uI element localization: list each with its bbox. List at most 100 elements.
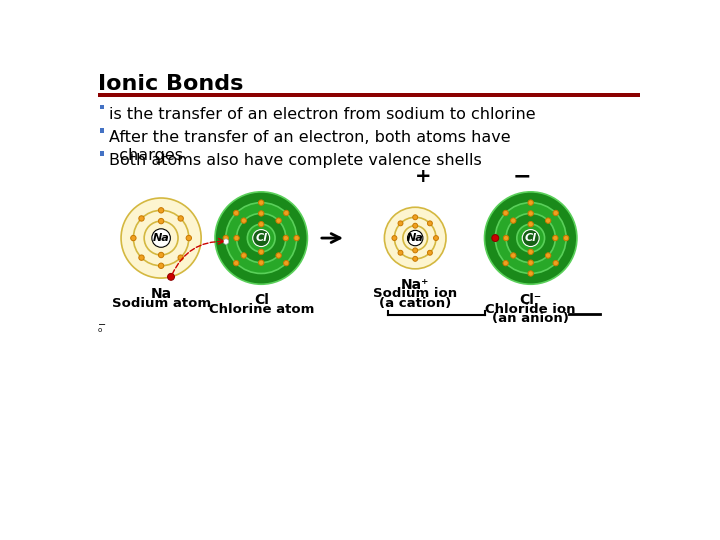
Circle shape xyxy=(284,210,289,215)
Circle shape xyxy=(413,248,418,253)
Circle shape xyxy=(158,252,163,258)
Circle shape xyxy=(294,235,300,241)
Circle shape xyxy=(144,221,178,255)
Circle shape xyxy=(158,208,163,213)
Circle shape xyxy=(510,218,516,224)
Circle shape xyxy=(528,260,534,265)
Text: Cl: Cl xyxy=(525,233,536,243)
Circle shape xyxy=(492,234,499,241)
Circle shape xyxy=(276,218,282,224)
Circle shape xyxy=(553,260,559,266)
Text: Cl⁻: Cl⁻ xyxy=(520,294,542,307)
Circle shape xyxy=(395,217,436,259)
Circle shape xyxy=(241,218,246,224)
Circle shape xyxy=(398,250,403,255)
Circle shape xyxy=(392,235,397,240)
Circle shape xyxy=(178,255,184,260)
Circle shape xyxy=(152,229,171,247)
Text: Ionic Bonds: Ionic Bonds xyxy=(98,74,243,94)
Bar xyxy=(99,105,104,110)
Circle shape xyxy=(133,211,189,266)
Text: Na: Na xyxy=(153,233,169,243)
Circle shape xyxy=(223,239,229,244)
Circle shape xyxy=(564,235,569,241)
Circle shape xyxy=(258,200,264,205)
Circle shape xyxy=(413,223,418,228)
Circle shape xyxy=(428,250,433,255)
Text: is the transfer of an electron from sodium to chlorine: is the transfer of an electron from sodi… xyxy=(109,107,536,122)
Circle shape xyxy=(234,235,239,241)
Circle shape xyxy=(139,255,144,260)
Circle shape xyxy=(408,231,423,246)
Circle shape xyxy=(158,263,163,268)
Text: (an anion): (an anion) xyxy=(492,312,569,325)
Bar xyxy=(98,93,640,97)
Text: Na: Na xyxy=(150,287,171,301)
Circle shape xyxy=(492,235,498,241)
Text: −: − xyxy=(98,320,106,330)
Circle shape xyxy=(186,235,192,241)
Circle shape xyxy=(258,221,264,227)
Circle shape xyxy=(233,210,239,215)
Circle shape xyxy=(121,198,201,278)
Circle shape xyxy=(178,216,184,221)
Circle shape xyxy=(433,235,438,240)
Circle shape xyxy=(258,260,264,265)
Circle shape xyxy=(284,260,289,266)
Circle shape xyxy=(283,235,289,241)
Circle shape xyxy=(503,260,508,266)
Text: o: o xyxy=(98,327,102,333)
Circle shape xyxy=(403,226,428,251)
Circle shape xyxy=(215,192,307,284)
Circle shape xyxy=(528,249,534,254)
Circle shape xyxy=(276,253,282,258)
Circle shape xyxy=(241,253,246,258)
Text: Both atoms also have complete valence shells: Both atoms also have complete valence sh… xyxy=(109,153,482,168)
Circle shape xyxy=(233,260,239,266)
Text: +: + xyxy=(415,167,431,186)
Circle shape xyxy=(553,235,558,241)
Circle shape xyxy=(168,273,174,280)
Circle shape xyxy=(546,253,551,258)
Circle shape xyxy=(248,224,275,252)
Circle shape xyxy=(517,224,544,252)
Circle shape xyxy=(158,218,163,224)
Circle shape xyxy=(528,211,534,216)
Circle shape xyxy=(503,210,508,215)
Bar xyxy=(99,151,104,156)
Text: Cl: Cl xyxy=(255,233,267,243)
Bar xyxy=(99,128,104,132)
Circle shape xyxy=(139,216,144,221)
Text: Na⁺: Na⁺ xyxy=(401,278,429,292)
Text: (a cation): (a cation) xyxy=(379,296,451,309)
Text: Chlorine atom: Chlorine atom xyxy=(209,303,314,316)
Circle shape xyxy=(528,271,534,276)
Circle shape xyxy=(237,213,286,262)
Circle shape xyxy=(413,215,418,220)
Circle shape xyxy=(546,218,551,224)
Circle shape xyxy=(503,235,509,241)
Circle shape xyxy=(485,192,577,284)
Circle shape xyxy=(131,235,136,241)
Circle shape xyxy=(258,211,264,216)
Text: −: − xyxy=(512,166,531,186)
Text: Chloride ion: Chloride ion xyxy=(485,303,576,316)
Circle shape xyxy=(428,221,433,226)
Circle shape xyxy=(528,221,534,227)
Circle shape xyxy=(223,235,228,241)
Circle shape xyxy=(522,230,539,247)
Text: After the transfer of an electron, both atoms have
  charges: After the transfer of an electron, both … xyxy=(109,130,510,163)
Circle shape xyxy=(253,230,270,247)
Circle shape xyxy=(506,213,555,262)
Circle shape xyxy=(258,249,264,254)
Text: Sodium atom: Sodium atom xyxy=(112,296,211,309)
Circle shape xyxy=(384,207,446,269)
FancyArrowPatch shape xyxy=(172,239,224,274)
Circle shape xyxy=(528,200,534,205)
Circle shape xyxy=(398,221,403,226)
Circle shape xyxy=(495,202,566,273)
Text: Na: Na xyxy=(407,233,423,243)
Circle shape xyxy=(413,256,418,261)
Circle shape xyxy=(553,210,559,215)
Text: Sodium ion: Sodium ion xyxy=(373,287,457,300)
